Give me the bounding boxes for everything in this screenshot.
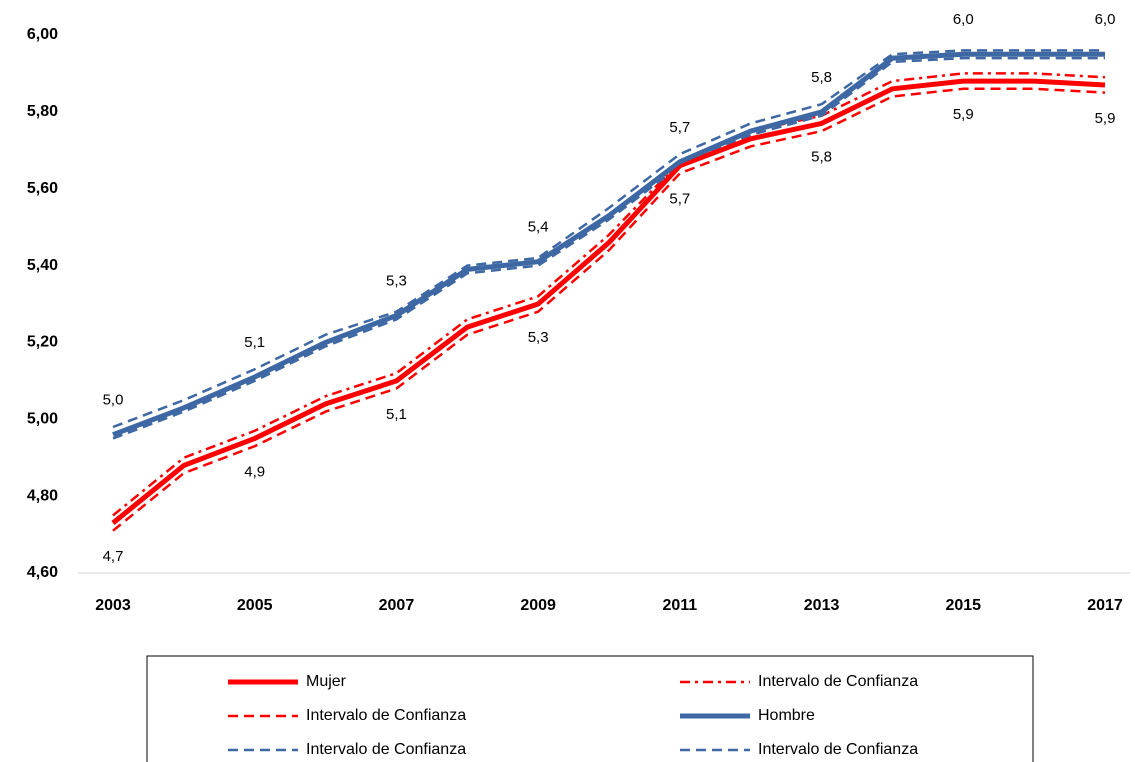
data-label: 6,0 bbox=[953, 11, 974, 28]
y-tick-label: 5,60 bbox=[27, 180, 58, 197]
legend-label: Intervalo de Confianza bbox=[306, 741, 466, 758]
data-label: 5,7 bbox=[669, 191, 690, 208]
data-label: 6,0 bbox=[1095, 11, 1116, 28]
legend-label: Intervalo de Confianza bbox=[758, 673, 918, 690]
x-tick-label: 2011 bbox=[662, 597, 697, 614]
x-tick-label: 2017 bbox=[1087, 597, 1123, 614]
y-tick-label: 6,00 bbox=[27, 26, 58, 43]
data-label: 5,3 bbox=[386, 272, 407, 289]
data-label: 5,0 bbox=[103, 392, 124, 409]
line-series bbox=[112, 72, 1106, 517]
y-tick-label: 5,00 bbox=[27, 411, 58, 428]
data-label: 5,1 bbox=[244, 334, 265, 351]
data-label: 5,7 bbox=[669, 119, 690, 136]
data-label: 5,4 bbox=[528, 219, 549, 236]
data-label: 5,9 bbox=[1095, 110, 1116, 127]
data-label: 5,8 bbox=[811, 148, 832, 165]
legend-label: Intervalo de Confianza bbox=[758, 741, 918, 758]
legend-label: Intervalo de Confianza bbox=[306, 707, 466, 724]
line-series bbox=[111, 78, 1106, 525]
x-tick-label: 2005 bbox=[237, 597, 273, 614]
x-tick-label: 2013 bbox=[804, 597, 840, 614]
x-tick-label: 2007 bbox=[379, 597, 415, 614]
y-tick-label: 4,80 bbox=[27, 487, 58, 504]
data-label: 5,9 bbox=[953, 106, 974, 123]
line-series bbox=[112, 49, 1105, 429]
x-tick-label: 2003 bbox=[95, 597, 131, 614]
y-tick-label: 5,20 bbox=[27, 334, 58, 351]
line-series bbox=[112, 56, 1105, 440]
data-label: 4,7 bbox=[103, 548, 124, 565]
data-label: 5,3 bbox=[528, 329, 549, 346]
data-label: 4,9 bbox=[244, 463, 265, 480]
legend-box bbox=[146, 655, 1034, 762]
data-label: 5,1 bbox=[386, 406, 407, 423]
y-tick-label: 4,60 bbox=[27, 564, 58, 581]
legend-label: Hombre bbox=[758, 707, 815, 724]
y-tick-label: 5,80 bbox=[27, 103, 58, 120]
x-tick-label: 2015 bbox=[945, 597, 981, 614]
line-series bbox=[112, 87, 1106, 532]
line-series bbox=[112, 51, 1105, 438]
legend-label: Mujer bbox=[306, 673, 347, 690]
x-tick-label: 2009 bbox=[520, 597, 556, 614]
y-tick-label: 5,40 bbox=[27, 257, 58, 274]
data-label: 5,8 bbox=[811, 69, 832, 86]
